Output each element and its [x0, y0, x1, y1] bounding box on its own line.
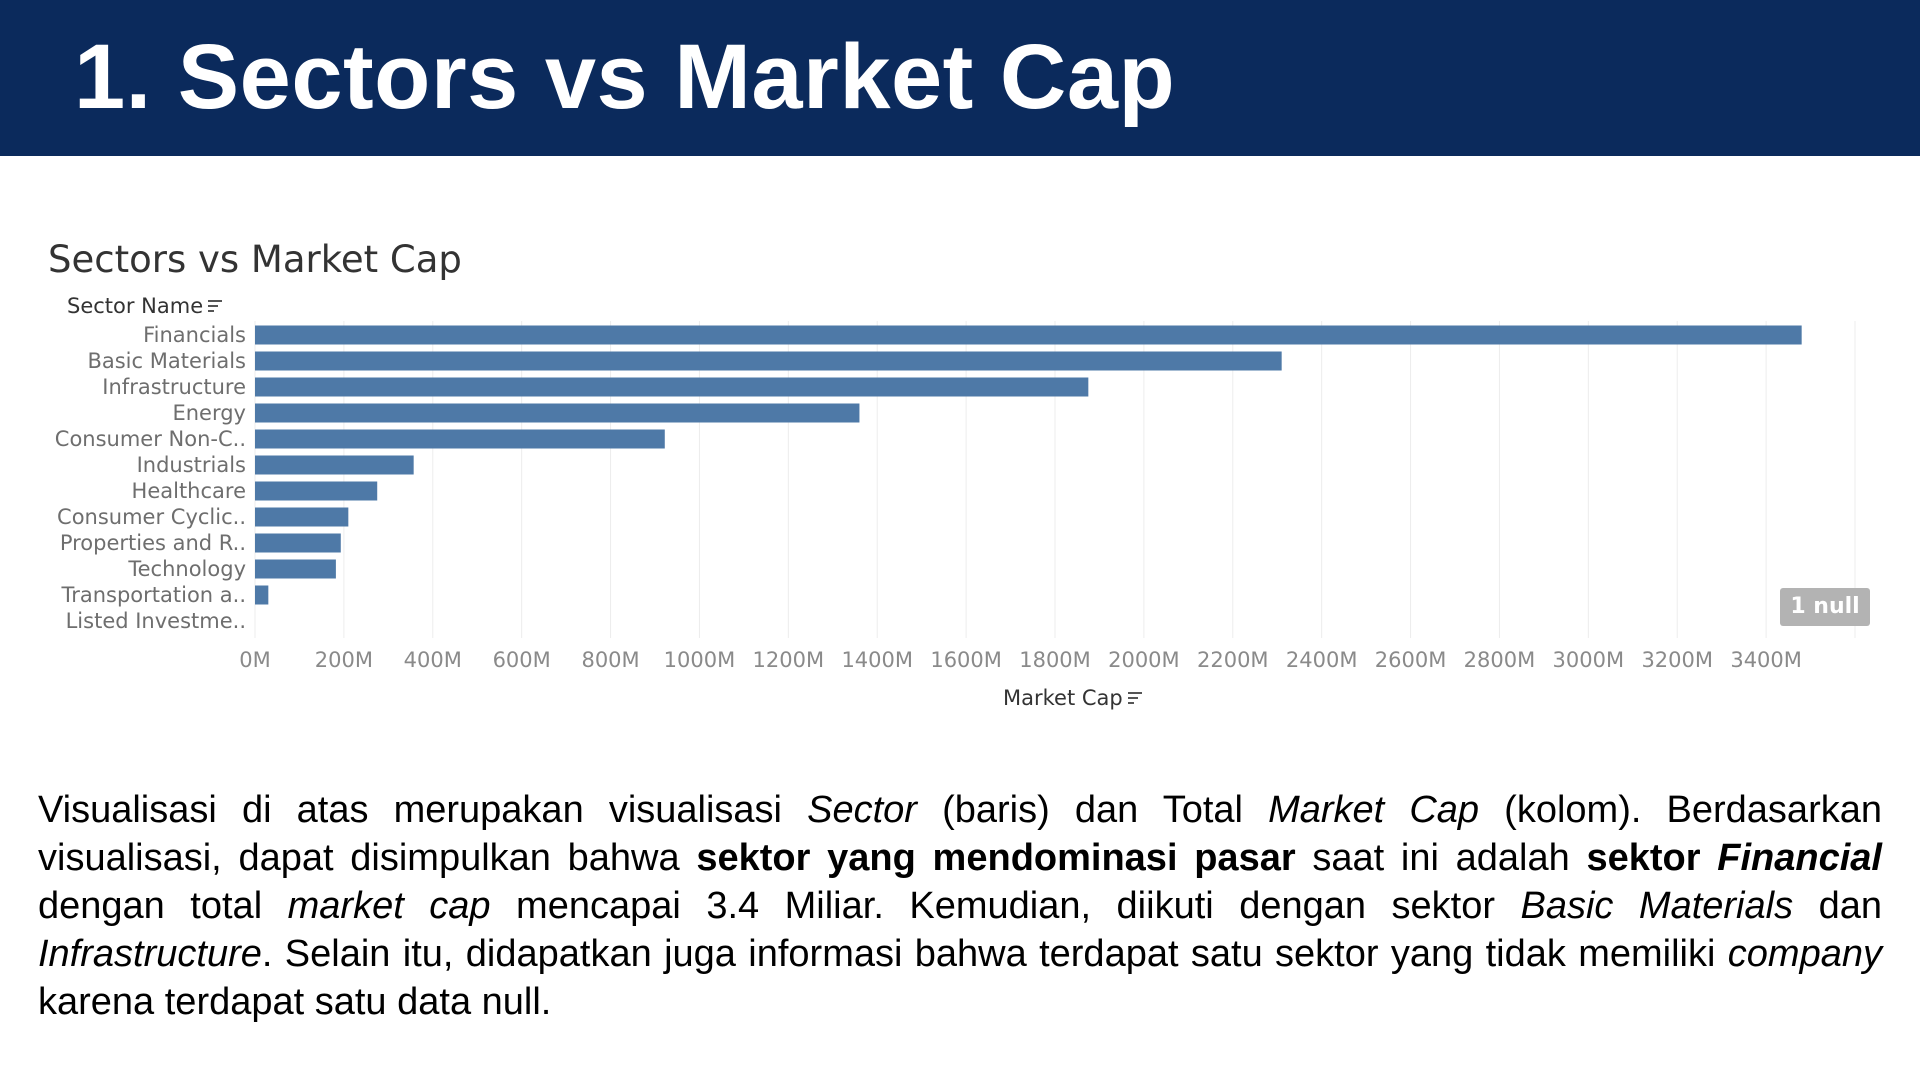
bar[interactable] [255, 507, 349, 527]
x-tick-label: 3000M [1553, 648, 1625, 672]
description-italic: market cap [287, 885, 491, 927]
description-text: dan [1793, 885, 1882, 927]
category-label: Listed Investme.. [66, 609, 246, 633]
x-tick-label: 800M [581, 648, 639, 672]
description-text: (baris) dan Total [916, 789, 1269, 831]
x-tick-label: 2200M [1197, 648, 1269, 672]
y-axis-title: Sector Name [67, 294, 204, 318]
slide-title: 1. Sectors vs Market Cap [74, 26, 1176, 128]
x-tick-label: 400M [404, 648, 462, 672]
y-axis-header[interactable]: Sector Name [67, 294, 223, 318]
bar[interactable] [255, 377, 1089, 397]
category-label: Infrastructure [102, 375, 246, 399]
description-paragraph: Visualisasi di atas merupakan visualisas… [38, 786, 1882, 1026]
description-italic: Infrastructure [38, 933, 262, 975]
x-tick-label: 1800M [1019, 648, 1091, 672]
description-text: Visualisasi di atas merupakan visualisas… [38, 789, 808, 831]
x-tick-label: 200M [315, 648, 373, 672]
bar[interactable] [255, 403, 860, 423]
null-indicator-badge[interactable]: 1 null [1780, 588, 1870, 626]
x-tick-label: 2600M [1375, 648, 1447, 672]
category-label: Properties and R.. [60, 531, 246, 555]
description-bold-text: sektor [1586, 837, 1718, 879]
description-text: mencapai 3.4 Miliar. Kemudian, diikuti d… [490, 885, 1521, 927]
x-tick-label: 1400M [841, 648, 913, 672]
description-text: karena terdapat satu data null. [38, 981, 552, 1023]
x-axis-footer[interactable]: Market Cap [1003, 686, 1142, 710]
bar[interactable] [255, 559, 336, 579]
bar[interactable] [255, 585, 269, 605]
category-label: Healthcare [132, 479, 246, 503]
category-label: Basic Materials [87, 349, 246, 373]
bar[interactable] [255, 533, 341, 553]
category-label: Financials [143, 323, 246, 347]
category-label: Technology [127, 557, 246, 581]
x-tick-label: 2400M [1286, 648, 1358, 672]
x-axis-title: Market Cap [1003, 686, 1123, 710]
description-italic: Basic Materials [1520, 885, 1794, 927]
sort-icon[interactable] [1127, 692, 1142, 704]
description-text: . Selain itu, didapatkan juga informasi … [261, 933, 1728, 975]
x-tick-label: 1200M [753, 648, 825, 672]
sort-icon[interactable] [208, 300, 223, 312]
category-label: Consumer Non-C.. [55, 427, 246, 451]
description-bold: sektor yang mendominasi pasar [696, 837, 1296, 879]
x-tick-label: 3400M [1730, 648, 1802, 672]
description-text: (kolom). Berdasarkan visualisasi, dapat … [38, 789, 1882, 879]
x-tick-label: 2000M [1108, 648, 1180, 672]
description-italic: Sector [807, 789, 917, 831]
bar[interactable] [255, 325, 1802, 345]
category-label: Industrials [137, 453, 246, 477]
description-text: saat ini adalah [1295, 837, 1587, 879]
category-label: Transportation a.. [60, 583, 246, 607]
chart-title: Sectors vs Market Cap [48, 238, 462, 281]
bar[interactable] [255, 481, 378, 501]
description-text: dengan total [38, 885, 288, 927]
x-tick-label: 3200M [1641, 648, 1713, 672]
description-italic: company [1727, 933, 1882, 975]
description-bold: sektor Financial [1586, 837, 1882, 879]
header-band: 1. Sectors vs Market Cap [0, 0, 1920, 156]
x-tick-label: 1600M [930, 648, 1002, 672]
x-tick-label: 600M [493, 648, 551, 672]
description-italic: Market Cap [1268, 789, 1480, 831]
x-tick-label: 0M [239, 648, 270, 672]
chart-area: Financials Basic Materials Infrastructure E… [0, 156, 1920, 756]
bar[interactable] [255, 429, 665, 449]
bar[interactable] [255, 455, 414, 475]
category-label: Energy [172, 401, 246, 425]
x-tick-label: 1000M [664, 648, 736, 672]
x-tick-label: 2800M [1464, 648, 1536, 672]
category-label: Consumer Cyclic.. [57, 505, 246, 529]
bar[interactable] [255, 351, 1282, 371]
description-bold-italic: Financial [1717, 837, 1882, 879]
